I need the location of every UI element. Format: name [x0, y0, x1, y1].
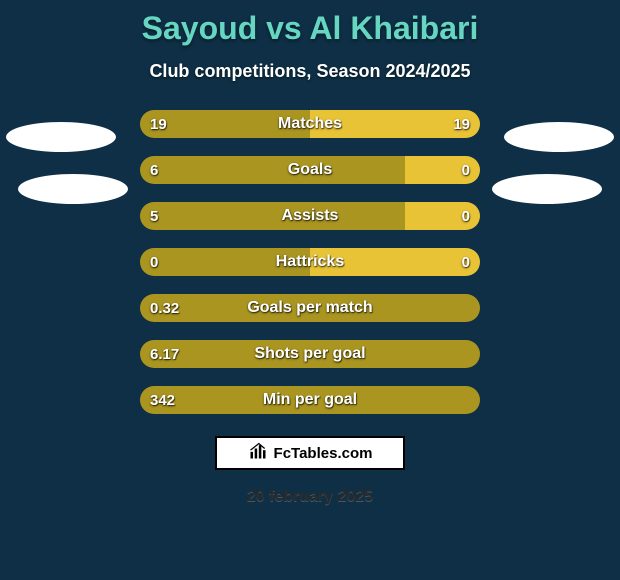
infographic-date: 20 february 2025 — [0, 488, 620, 506]
photo-placeholder-right-2 — [492, 174, 602, 204]
photo-placeholder-right-1 — [504, 122, 614, 152]
stat-row: Assists50 — [140, 202, 480, 230]
photo-placeholder-left-2 — [18, 174, 128, 204]
stat-bar-left — [140, 340, 480, 368]
comparison-rows: Matches1919 Goals60 Assists50 Hattricks00 Go… — [0, 110, 620, 414]
photo-placeholder-left-1 — [6, 122, 116, 152]
stat-row: Goals per match0.32 — [140, 294, 480, 322]
stat-bar-left — [140, 110, 310, 138]
stat-bar-left — [140, 386, 480, 414]
stat-bar-right — [405, 156, 480, 184]
stat-bar-left — [140, 156, 405, 184]
page-title: Sayoud vs Al Khaibari — [0, 0, 620, 47]
stat-bar-left — [140, 202, 405, 230]
brand-text: FcTables.com — [274, 445, 373, 462]
stat-row: Matches1919 — [140, 110, 480, 138]
stat-bar-left — [140, 248, 310, 276]
stat-row: Goals60 — [140, 156, 480, 184]
brand-badge: FcTables.com — [215, 436, 405, 470]
stat-row: Shots per goal6.17 — [140, 340, 480, 368]
stat-bar-left — [140, 294, 480, 322]
stat-bar-right — [310, 248, 480, 276]
stat-bar-right — [310, 110, 480, 138]
stat-row: Min per goal342 — [140, 386, 480, 414]
bar-chart-icon — [248, 441, 268, 465]
stat-bar-right — [405, 202, 480, 230]
stat-row: Hattricks00 — [140, 248, 480, 276]
subtitle: Club competitions, Season 2024/2025 — [0, 61, 620, 82]
